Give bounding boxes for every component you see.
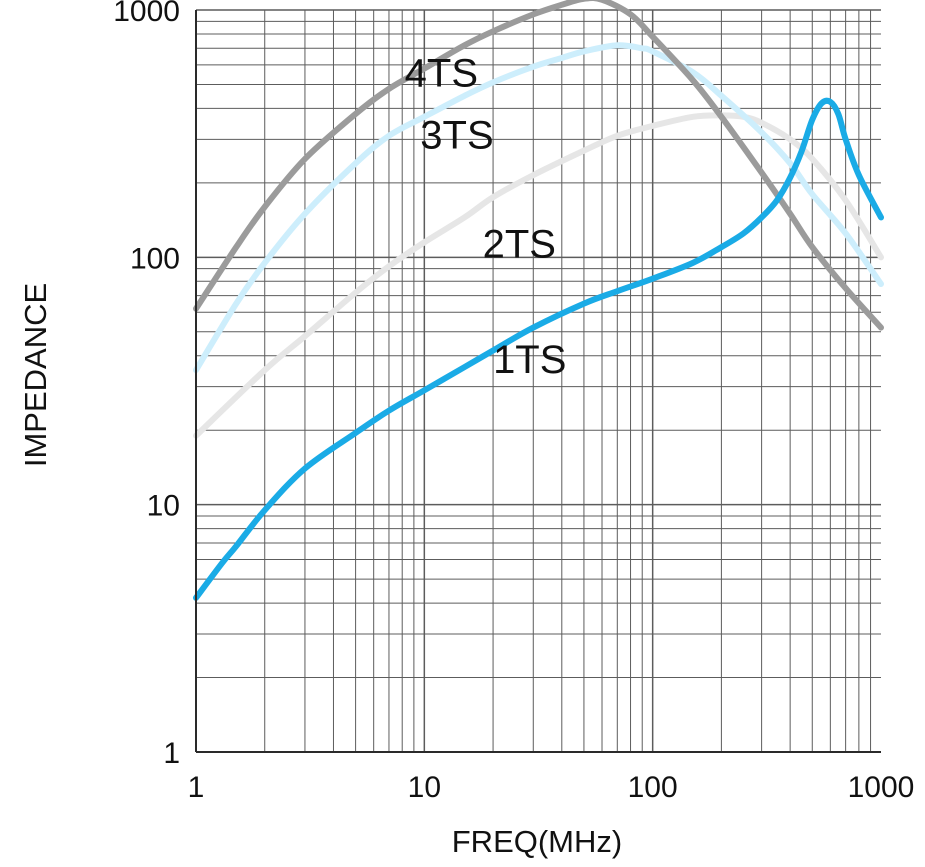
x-tick-label: 1 xyxy=(188,771,205,804)
y-tick-label: 1 xyxy=(163,737,180,770)
x-tick-label: 100 xyxy=(628,771,678,804)
x-tick-label: 1000 xyxy=(848,771,915,804)
y-tick-label: 10 xyxy=(147,490,180,523)
series-label-2ts: 2TS xyxy=(483,222,556,266)
series-layer xyxy=(193,0,884,601)
x-axis-label: FREQ(MHz) xyxy=(452,824,622,859)
series-label-4ts: 4TS xyxy=(405,52,478,96)
series-line-3ts xyxy=(193,42,884,374)
x-tick-label: 10 xyxy=(408,771,441,804)
series-line-1ts xyxy=(193,97,884,601)
series-line-4ts xyxy=(193,0,884,331)
x-tick-labels: 1 10 100 1000 xyxy=(188,771,915,804)
y-axis-label: IMPEDANCE xyxy=(18,283,53,467)
axes xyxy=(195,10,881,753)
series-annotations: 4TS 3TS 2TS 1TS xyxy=(405,52,567,383)
y-tick-label: 100 xyxy=(130,242,180,275)
y-tick-labels: 1 10 100 1000 xyxy=(113,0,180,770)
series-line-2ts xyxy=(193,112,884,439)
series-label-1ts: 1TS xyxy=(493,338,566,382)
series-label-3ts: 3TS xyxy=(420,114,493,158)
y-tick-label: 1000 xyxy=(113,0,180,28)
